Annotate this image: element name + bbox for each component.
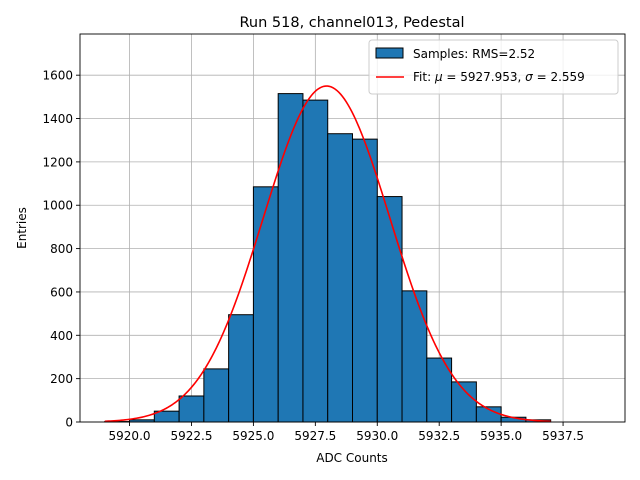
legend-patch-samples — [375, 47, 404, 59]
histogram-bar-6 — [252, 186, 279, 423]
y-axis-label: Entries — [15, 207, 29, 249]
legend-fit-mu-value: = 5927.953, — [443, 70, 526, 84]
legend: Samples: RMS=2.52 Fit: μ = 5927.953, σ =… — [368, 39, 619, 95]
y-tick-label: 400 — [50, 329, 73, 343]
y-tick-label: 200 — [50, 372, 73, 386]
plot-frame — [79, 33, 626, 423]
legend-fit-sigma-symbol: σ — [525, 70, 533, 84]
x-tick-label: 5920.0 — [109, 429, 151, 443]
histogram-bar-7 — [277, 93, 304, 423]
y-tick-label: 1600 — [42, 69, 73, 83]
histogram-bar-12 — [401, 290, 428, 423]
fit-curve — [104, 85, 551, 423]
legend-box — [368, 39, 619, 95]
y-tick-label: 600 — [50, 285, 73, 299]
histogram-bar-14 — [451, 381, 477, 423]
x-tick-label: 5937.5 — [542, 429, 584, 443]
legend-fit-prefix: Fit: — [413, 70, 435, 84]
histogram-bar-9 — [327, 133, 353, 423]
x-tick-label: 5925.0 — [232, 429, 274, 443]
legend-fit-mu-symbol: μ — [434, 70, 443, 84]
x-tick-label: 5927.5 — [294, 429, 336, 443]
legend-label-fit: Fit: μ = 5927.953, σ = 2.559 — [413, 70, 585, 84]
histogram-bar-3 — [178, 395, 205, 423]
histogram-bar-11 — [376, 196, 403, 423]
y-axis-ticks: 0 200 400 600 800 1000 1200 1400 1600 — [42, 69, 80, 430]
histogram-bar-5 — [228, 314, 254, 423]
histogram-bars — [104, 93, 552, 423]
legend-fit-sigma-value: = 2.559 — [533, 70, 585, 84]
x-tick-label: 5930.0 — [356, 429, 398, 443]
legend-label-samples: Samples: RMS=2.52 — [413, 47, 535, 61]
y-tick-label: 0 — [65, 416, 73, 430]
x-axis-ticks: 5920.0 5922.5 5925.0 5927.5 5930.0 5932.5 5935… — [109, 422, 584, 443]
y-tick-label: 800 — [50, 242, 73, 256]
x-axis-label: ADC Counts — [316, 451, 388, 465]
x-tick-label: 5932.5 — [418, 429, 460, 443]
y-tick-label: 1200 — [42, 155, 73, 169]
y-tick-label: 1000 — [42, 199, 73, 213]
histogram-bar-8 — [302, 99, 329, 423]
chart-title: Run 518, channel013, Pedestal — [239, 15, 464, 31]
x-tick-label: 5922.5 — [170, 429, 212, 443]
histogram-bar-4 — [203, 368, 230, 423]
histogram-bar-10 — [352, 138, 378, 423]
y-tick-label: 1400 — [42, 112, 73, 126]
x-tick-label: 5935.0 — [480, 429, 522, 443]
